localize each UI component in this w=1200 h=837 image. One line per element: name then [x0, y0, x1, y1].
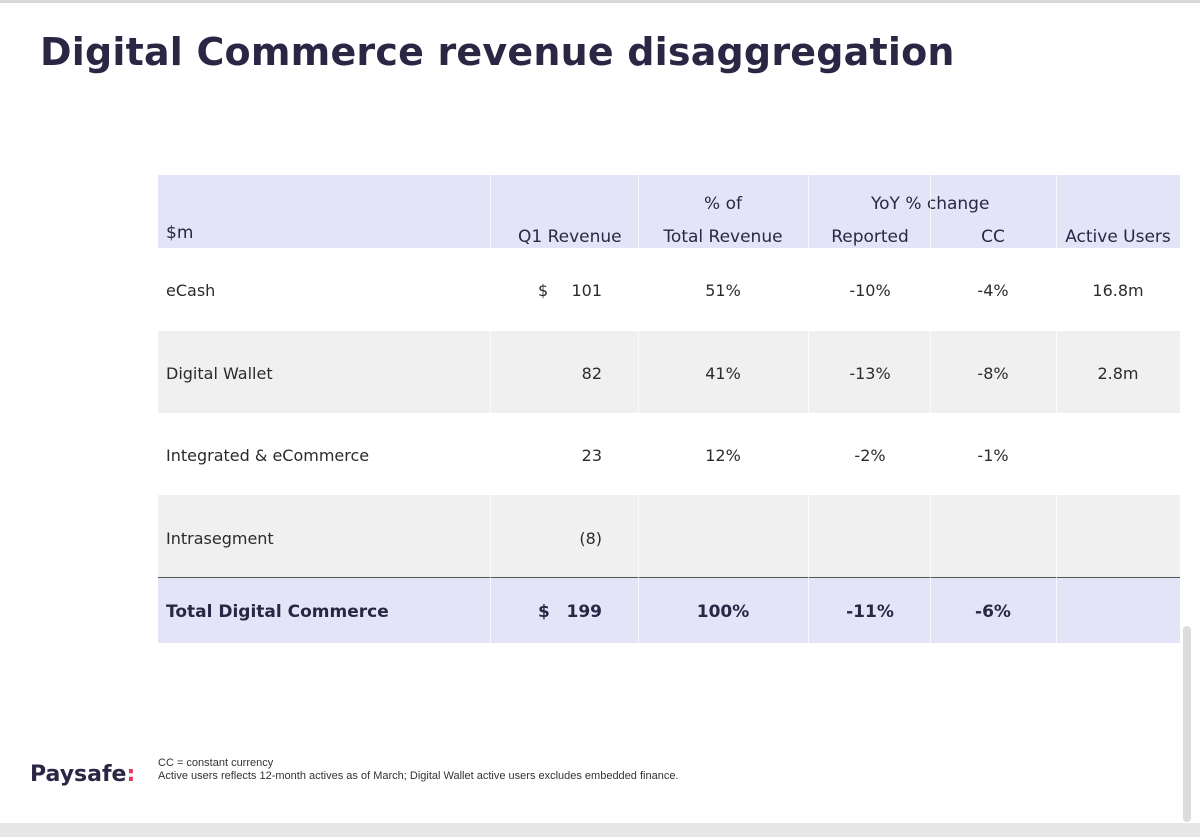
row-cc: -1%	[977, 446, 1009, 465]
header-pct-line2: Total Revenue	[663, 227, 783, 247]
row-cc: -4%	[977, 281, 1009, 300]
row-q1-revenue: 82	[581, 364, 602, 383]
header-units: $m	[166, 223, 194, 243]
table-row: Intrasegment (8)	[158, 495, 1180, 577]
column-divider	[1056, 175, 1057, 643]
row-currency: $	[538, 281, 549, 300]
header-pct-line1: % of	[704, 194, 742, 214]
row-q1-revenue: 101	[571, 281, 602, 300]
page-title: Digital Commerce revenue disaggregation	[40, 30, 955, 74]
bottom-border	[0, 823, 1200, 837]
logo-text: Paysafe	[30, 762, 127, 787]
total-row: Total Digital Commerce $ 199 100% -11% -…	[158, 577, 1180, 643]
row-label: eCash	[166, 281, 216, 300]
header-reported: Reported	[831, 227, 909, 247]
total-q1-revenue: 199	[566, 602, 603, 622]
row-reported: -10%	[849, 281, 891, 300]
total-reported: -11%	[846, 602, 894, 622]
row-label: Intrasegment	[166, 529, 274, 548]
total-label: Total Digital Commerce	[166, 602, 389, 622]
row-active-users: 2.8m	[1097, 364, 1139, 383]
top-border	[0, 0, 1200, 3]
total-pct-total: 100%	[696, 602, 750, 622]
column-divider	[638, 175, 639, 643]
header-q1-revenue: Q1 Revenue	[518, 227, 622, 247]
footnote-line-2: Active users reflects 12-month actives a…	[158, 770, 679, 782]
row-reported: -13%	[849, 364, 891, 383]
paysafe-logo: Paysafe:	[30, 762, 135, 787]
row-q1-revenue: (8)	[579, 529, 602, 548]
logo-mark: :	[126, 762, 136, 787]
table-row: eCash $ 101 51% -10% -4% 16.8m	[158, 248, 1180, 331]
total-currency: $	[538, 602, 550, 622]
table-row: Integrated & eCommerce 23 12% -2% -1%	[158, 413, 1180, 495]
row-pct-total: 41%	[705, 364, 741, 383]
scrollbar[interactable]	[1183, 626, 1191, 822]
row-reported: -2%	[854, 446, 886, 465]
table-header: $m Q1 Revenue % of Total Revenue YoY % c…	[158, 175, 1180, 248]
header-cc: CC	[981, 227, 1005, 247]
row-label: Digital Wallet	[166, 364, 273, 383]
row-active-users: 16.8m	[1092, 281, 1144, 300]
row-pct-total: 12%	[705, 446, 741, 465]
row-pct-total: 51%	[705, 281, 741, 300]
footnote: CC = constant currency Active users refl…	[158, 757, 679, 783]
header-active-users: Active Users	[1065, 227, 1171, 247]
table-row: Digital Wallet 82 41% -13% -8% 2.8m	[158, 331, 1180, 413]
column-divider	[930, 175, 931, 643]
row-q1-revenue: 23	[581, 446, 602, 465]
row-label: Integrated & eCommerce	[166, 446, 370, 465]
row-cc: -8%	[977, 364, 1009, 383]
column-divider	[808, 175, 809, 643]
footnote-line-1: CC = constant currency	[158, 757, 274, 769]
total-cc: -6%	[975, 602, 1011, 622]
column-divider	[490, 175, 491, 643]
